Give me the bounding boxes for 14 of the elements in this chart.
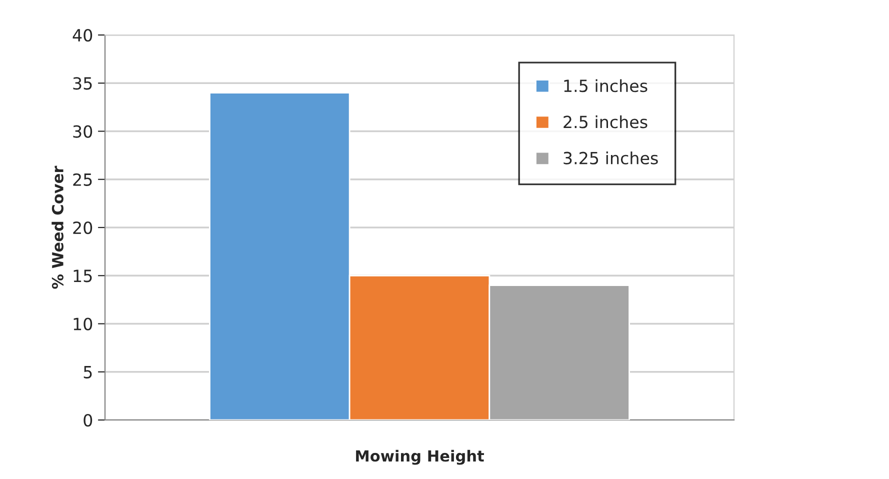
y-tick-label: 0: [84, 414, 92, 427]
y-tick-label: 30: [73, 125, 92, 138]
y-tick-label: 5: [84, 366, 92, 378]
y-tick-label: 20: [73, 221, 92, 234]
y-tick-label: 35: [73, 77, 92, 90]
y-tick-label: 10: [74, 318, 92, 330]
legend-label: 3.25 inches: [564, 152, 658, 164]
y-axis-title: % Weed Cover: [52, 166, 64, 289]
y-tick-label: 25: [73, 173, 92, 186]
x-axis-title: Mowing Height: [356, 450, 484, 465]
y-tick-label: 15: [74, 270, 92, 282]
y-tick-label: 40: [72, 28, 92, 42]
legend-label: 1.5 inches: [564, 79, 648, 92]
legend-label: 2.5 inches: [564, 115, 648, 128]
